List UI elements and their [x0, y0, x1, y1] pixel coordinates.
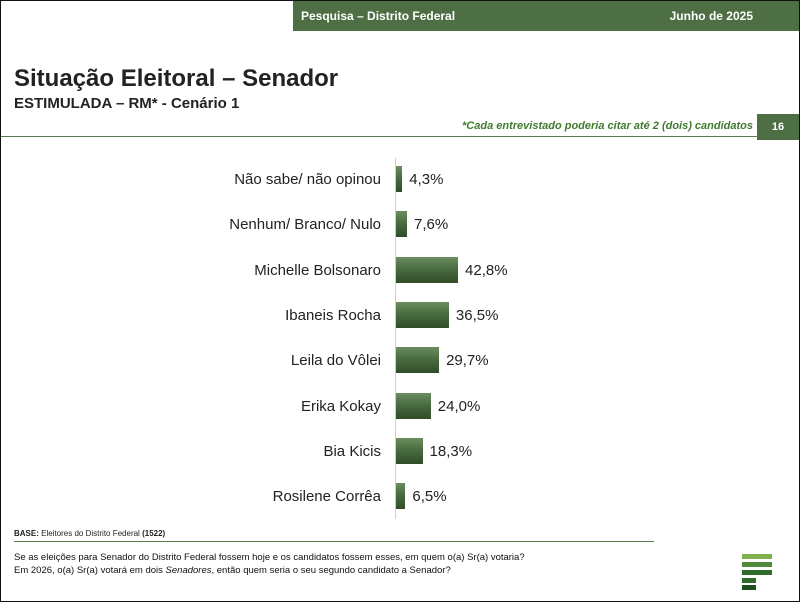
- bar: [396, 166, 403, 192]
- value-label: 29,7%: [446, 352, 489, 370]
- question-text: Se as eleições para Senador do Distrito …: [14, 551, 525, 577]
- header-bar: Pesquisa – Distrito Federal Junho de 202…: [293, 1, 799, 31]
- value-label: 4,3%: [409, 171, 444, 188]
- question-line-2-italic: Senadores: [165, 565, 212, 576]
- chart-axis: [395, 158, 396, 519]
- question-line-2-end: , então quem seria o seu segundo candida…: [211, 565, 451, 576]
- bar: [396, 301, 449, 328]
- category-label: Bia Kicis: [323, 442, 381, 460]
- category-label: Ibaneis Rocha: [285, 306, 381, 324]
- footnote-candidates: *Cada entrevistado poderia citar até 2 (…: [462, 120, 753, 132]
- category-label: Erika Kokay: [300, 397, 381, 415]
- survey-date: Junho de 2025: [669, 9, 753, 23]
- question-line-1: Se as eleições para Senador do Distrito …: [14, 552, 525, 563]
- bar: [396, 211, 408, 238]
- bar: [396, 256, 459, 283]
- category-label: Rosilene Corrêa: [272, 488, 381, 506]
- base-count: (1522): [142, 529, 166, 538]
- value-label: 42,8%: [465, 261, 508, 279]
- brand-logo-icon: [742, 554, 772, 590]
- base-note: BASE: Eleitores do Distrito Federal (152…: [14, 529, 165, 538]
- category-label: Michelle Bolsonaro: [254, 261, 381, 279]
- page-number: 16: [757, 114, 799, 140]
- question-line-2-start: Em 2026, o(a) Sr(a) votará em dois: [14, 565, 166, 576]
- page-title: Situação Eleitoral – Senador: [14, 65, 339, 92]
- value-label: 18,3%: [429, 442, 473, 460]
- bar: [396, 347, 440, 374]
- page-subtitle: ESTIMULADA – RM* - Cenário 1: [14, 95, 240, 112]
- value-label: 24,0%: [437, 397, 481, 415]
- value-label: 6,5%: [412, 488, 447, 506]
- bar: [396, 392, 431, 419]
- base-text: Eleitores do Distrito Federal: [41, 529, 140, 538]
- value-label: 36,5%: [455, 306, 499, 324]
- bar: [396, 483, 406, 510]
- divider-bottom: [14, 541, 654, 542]
- category-label: Leila do Vôlei: [290, 352, 381, 370]
- category-label: Nenhum/ Branco/ Nulo: [229, 216, 381, 234]
- category-label: Não sabe/ não opinou: [234, 171, 381, 188]
- divider: [1, 136, 759, 137]
- base-label: BASE:: [14, 529, 39, 538]
- question-line-2: Em 2026, o(a) Sr(a) votará em dois Senad…: [14, 564, 525, 577]
- bar: [396, 437, 423, 464]
- survey-label: Pesquisa – Distrito Federal: [301, 9, 456, 23]
- value-label: 7,6%: [414, 216, 449, 234]
